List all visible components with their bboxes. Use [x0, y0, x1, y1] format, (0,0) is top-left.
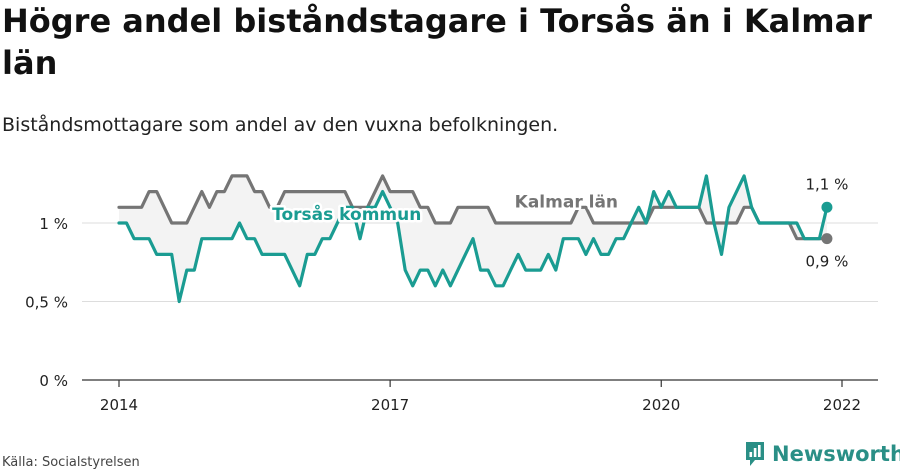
y-tick-label: 0 % [39, 372, 68, 390]
newsworthy-logo-icon [746, 442, 764, 466]
x-tick-label: 2022 [823, 396, 861, 414]
series-line-torsas-kommun [117, 174, 829, 304]
end-point-torsas-kommun [821, 201, 833, 213]
end-value-label-kalmar: 0,9 % [805, 253, 848, 271]
x-tick-label: 2014 [100, 396, 138, 414]
y-tick-label: 0,5 % [25, 293, 68, 311]
end-point-kalmar-lan [821, 233, 833, 245]
source-note: Källa: Socialstyrelsen [2, 455, 140, 470]
brand-logo: Newsworthy [744, 440, 900, 468]
series-label-torsas-kommun: Torsås kommun [272, 203, 421, 225]
chart-title: Högre andel biståndstagare i Torsås än i… [2, 2, 872, 82]
end-value-label-torsas: 1,1 % [805, 175, 848, 193]
x-tick-label: 2020 [642, 396, 680, 414]
series-label-kalmar-lan: Kalmar län [515, 192, 618, 212]
series-line-kalmar-lan [117, 174, 829, 241]
x-tick-label: 2017 [371, 396, 409, 414]
y-tick-label: 1 % [39, 215, 68, 233]
chart-subtitle: Biståndsmottagare som andel av den vuxna… [2, 114, 559, 136]
brand-name: Newsworthy [772, 442, 900, 466]
